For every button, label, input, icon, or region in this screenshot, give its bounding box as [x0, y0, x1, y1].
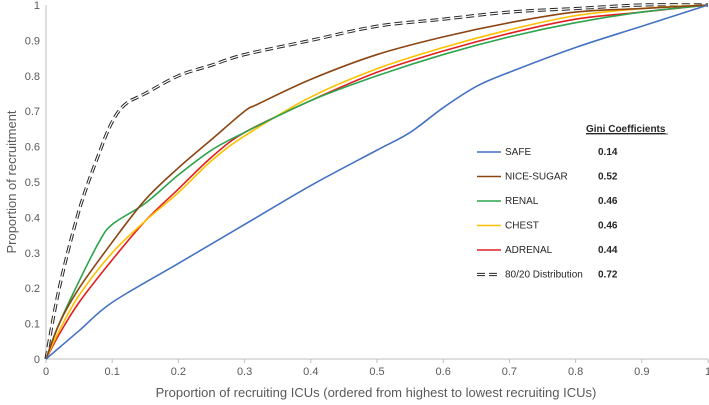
- x-tick-label: 1: [705, 366, 709, 378]
- gini-value-safe: 0.14: [598, 147, 618, 158]
- y-tick-label: 0.5: [25, 177, 40, 189]
- y-axis-title: Proportion of recruitment: [4, 110, 19, 253]
- gini-value-chest: 0.46: [598, 221, 618, 232]
- x-tick-label: 0.1: [105, 366, 120, 378]
- y-tick-label: 1: [34, 0, 40, 12]
- gini-value-nice-sugar: 0.52: [598, 172, 618, 183]
- legend: Gini Coefficients SAFE 0.14 NICE-SUGAR 0.52…: [477, 124, 668, 281]
- x-tick-label: 0.9: [634, 366, 649, 378]
- series-line-nice-sugar: [45, 4, 709, 360]
- x-tick-label: 0.7: [502, 366, 517, 378]
- legend-heading: Gini Coefficients: [586, 124, 666, 135]
- gini-value-80-20-distribution: 0.72: [598, 270, 618, 281]
- legend-label-renal: RENAL: [505, 196, 539, 207]
- x-tick-label: 0.2: [171, 366, 186, 378]
- series-line-80-20-distribution: [45, 4, 709, 360]
- legend-label-80-20-distribution: 80/20 Distribution: [505, 270, 583, 281]
- series-line-safe: [45, 4, 709, 360]
- y-tick-label: 0.7: [25, 106, 40, 118]
- series-lines: [44, 3, 709, 360]
- legend-label-adrenal: ADRENAL: [505, 245, 553, 256]
- x-tick-label: 0.6: [436, 366, 451, 378]
- x-tick-label: 0.8: [568, 366, 583, 378]
- legend-label-nice-sugar: NICE-SUGAR: [505, 172, 568, 183]
- legend-label-chest: CHEST: [505, 221, 539, 232]
- y-tick-label: 0.1: [25, 319, 40, 331]
- series-line-chest: [45, 4, 709, 360]
- y-tick-label: 0.3: [25, 248, 40, 260]
- x-tick-label: 0.4: [303, 366, 318, 378]
- y-tick-label: 0.8: [25, 71, 40, 83]
- y-tick-label: 0.9: [25, 35, 40, 47]
- x-axis-title: Proportion of recruiting ICUs (ordered f…: [156, 385, 597, 400]
- x-tick-labels: 0 0.1 0.2 0.3 0.4 0.5 0.6 0.7 0.8 0.9 1: [43, 359, 709, 378]
- y-tick-label: 0.6: [25, 142, 40, 154]
- y-tick-label: 0.4: [25, 212, 40, 224]
- gini-value-renal: 0.46: [598, 196, 618, 207]
- x-tick-label: 0.3: [237, 366, 252, 378]
- x-tick-label: 0.5: [369, 366, 384, 378]
- legend-items: SAFE 0.14 NICE-SUGAR 0.52 RENAL 0.46 CHEST 0.46…: [477, 147, 618, 281]
- y-tick-label: 0: [34, 354, 40, 366]
- y-tick-label: 0.2: [25, 283, 40, 295]
- y-tick-labels: 0 0.1 0.2 0.3 0.4 0.5 0.6 0.7 0.8 0.9 1: [25, 0, 40, 366]
- gini-value-adrenal: 0.44: [598, 245, 618, 256]
- legend-label-safe: SAFE: [505, 147, 531, 158]
- series-line-renal: [45, 4, 709, 360]
- x-tick-label: 0: [43, 366, 49, 378]
